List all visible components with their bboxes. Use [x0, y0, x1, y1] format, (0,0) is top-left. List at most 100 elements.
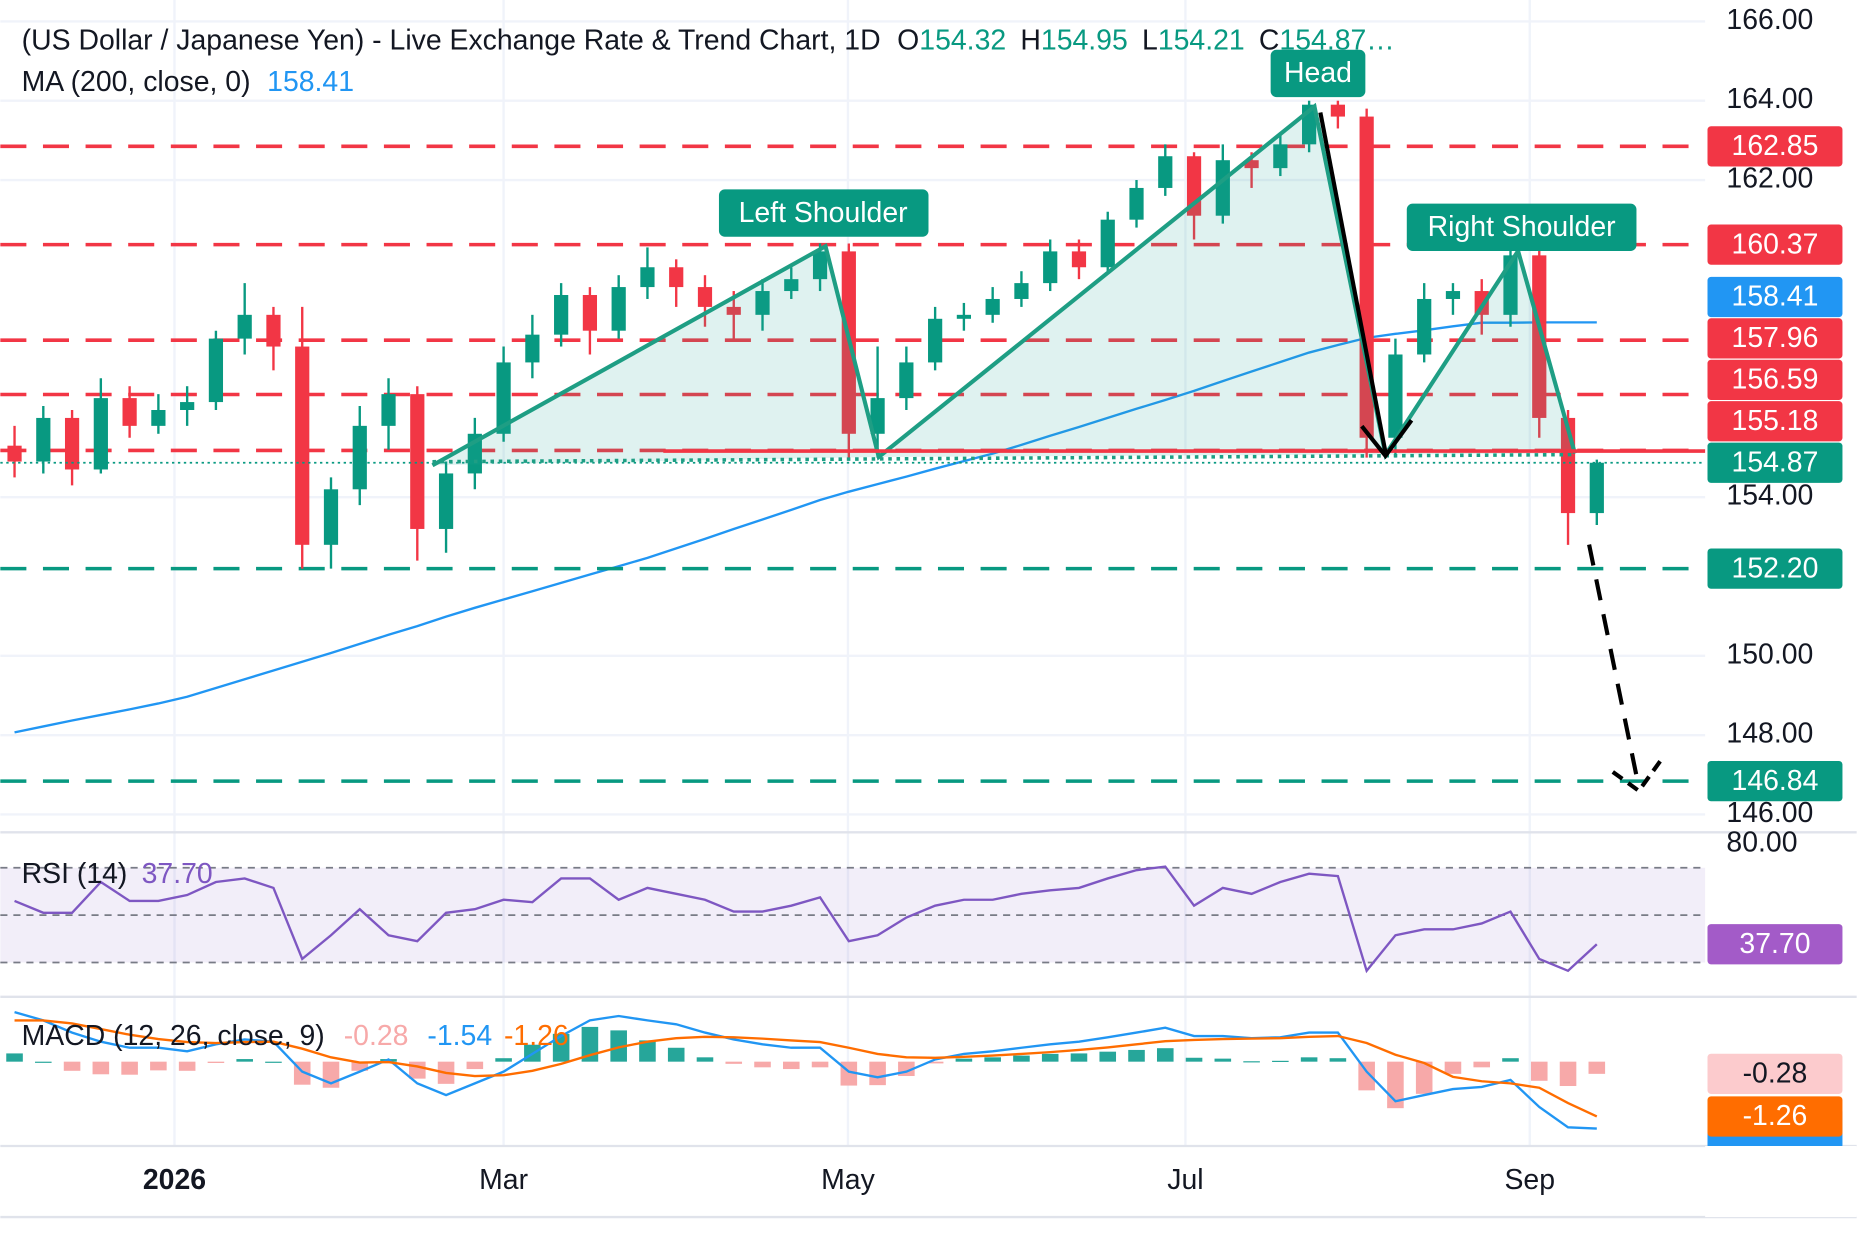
price-label-box [1707, 924, 1843, 965]
annotation: Head [1284, 57, 1352, 89]
target-arrow-head [1611, 760, 1662, 794]
candle-body [1014, 283, 1029, 299]
x-tick-label: Mar [479, 1164, 528, 1196]
rsi-name: RSI (14) [22, 857, 128, 889]
histogram-bar [667, 1047, 685, 1062]
histogram-bar [869, 1061, 886, 1086]
price-label: 146.84 [1732, 765, 1819, 797]
price-label: -1.26 [1743, 1100, 1808, 1132]
candle-body [985, 298, 1000, 315]
price-label-box [1707, 761, 1843, 802]
histogram-bar [1358, 1061, 1375, 1091]
candle-body [64, 417, 80, 470]
macd-value: -1.54 [427, 1020, 492, 1052]
candle-body [755, 291, 770, 315]
ohlc-value: 154.32 [919, 24, 1006, 56]
candle-body [611, 287, 626, 331]
histogram-bar [63, 1061, 81, 1071]
histogram-bar [610, 1030, 627, 1062]
histogram-bar [6, 1053, 23, 1062]
histogram-bar [552, 1033, 570, 1062]
histogram-bar [1559, 1061, 1577, 1087]
label-layer: (US Dollar / Japanese Yen) - Live Exchan… [0, 4, 1857, 1219]
histogram-bar [1185, 1057, 1203, 1062]
candle-body [1589, 462, 1604, 514]
candle-body [1215, 160, 1230, 216]
candle-body [438, 473, 454, 529]
price-label-box [1707, 126, 1843, 167]
price-label: -0.28 [1743, 1058, 1808, 1090]
ohlc-key: C [1259, 24, 1280, 56]
candle-body [726, 306, 741, 315]
macd-hist-value: -0.28 [344, 1020, 409, 1052]
annotation: Right Shoulder [1428, 211, 1616, 243]
candle-body [1129, 187, 1144, 220]
annotation-box [1406, 203, 1637, 251]
histogram-bar [783, 1061, 800, 1070]
candle-body [697, 287, 713, 307]
candle-body [1244, 160, 1259, 169]
price-label-box [1707, 224, 1843, 265]
annotation-box [718, 189, 929, 237]
x-tick-label: Sep [1504, 1164, 1555, 1196]
y-tick-label: 166.00 [1726, 4, 1813, 36]
candle-body [582, 295, 598, 331]
histogram-bar [754, 1061, 771, 1068]
price-label: 162.85 [1732, 130, 1819, 162]
histogram-bar [1415, 1061, 1433, 1094]
pattern-fill [878, 106, 1386, 457]
annotation: Left Shoulder [739, 197, 908, 229]
histogram-bar [639, 1040, 656, 1062]
candle-body [93, 398, 108, 470]
histogram-bar [1272, 1060, 1289, 1062]
signal-line [14, 1019, 1598, 1118]
ohlc-value: 154.21 [1158, 24, 1245, 56]
candle-body [237, 314, 252, 339]
candle-body [870, 398, 885, 434]
histogram-bar [92, 1061, 110, 1075]
candle-body [7, 445, 22, 462]
price-label-box [1707, 548, 1843, 589]
rsi-value: 37.70 [142, 857, 213, 889]
histogram-bar [926, 1061, 944, 1064]
rsi-header: RSI (14) 37.70 [22, 857, 213, 889]
candle-body [1532, 255, 1547, 418]
x-tick-label: May [821, 1164, 875, 1196]
histogram-bar [265, 1061, 282, 1063]
candle-body [352, 425, 367, 490]
candle-body [1273, 144, 1288, 169]
chart-title: (US Dollar / Japanese Yen) - Live Exchan… [22, 24, 881, 56]
candle-body [554, 295, 569, 335]
price-label: 160.37 [1732, 228, 1819, 260]
y-tick-label: 150.00 [1726, 638, 1813, 670]
histogram-bar [984, 1057, 1001, 1062]
histogram-bar [955, 1058, 973, 1062]
signal-value: -1.26 [504, 1020, 569, 1052]
candle-body [669, 267, 684, 288]
price-label-box [1707, 1096, 1843, 1137]
candle-body [956, 314, 972, 319]
price-label: 155.18 [1732, 405, 1819, 437]
histogram-bar [236, 1059, 253, 1062]
histogram-bar [121, 1061, 138, 1075]
price-label-box [1707, 401, 1843, 442]
price-label: 152.20 [1732, 552, 1819, 584]
candle-body [410, 394, 425, 529]
y-tick-label: 162.00 [1726, 163, 1813, 195]
histogram-bar [178, 1061, 196, 1071]
histogram-bar [409, 1061, 426, 1079]
pattern-fill [432, 246, 879, 466]
price-label-box [1707, 359, 1843, 400]
ma-header: MA (200, close, 0) 158.41 [22, 65, 354, 97]
arrow-head [1360, 419, 1414, 460]
histogram-bar [1070, 1053, 1088, 1062]
histogram-bar [35, 1061, 52, 1063]
x-tick-label: 2026 [143, 1164, 206, 1196]
histogram-bar [1013, 1055, 1030, 1062]
histogram-bar [1473, 1061, 1491, 1068]
histogram-bar [696, 1057, 714, 1062]
price-label-box [1707, 318, 1843, 359]
histogram-bar [1243, 1061, 1260, 1063]
